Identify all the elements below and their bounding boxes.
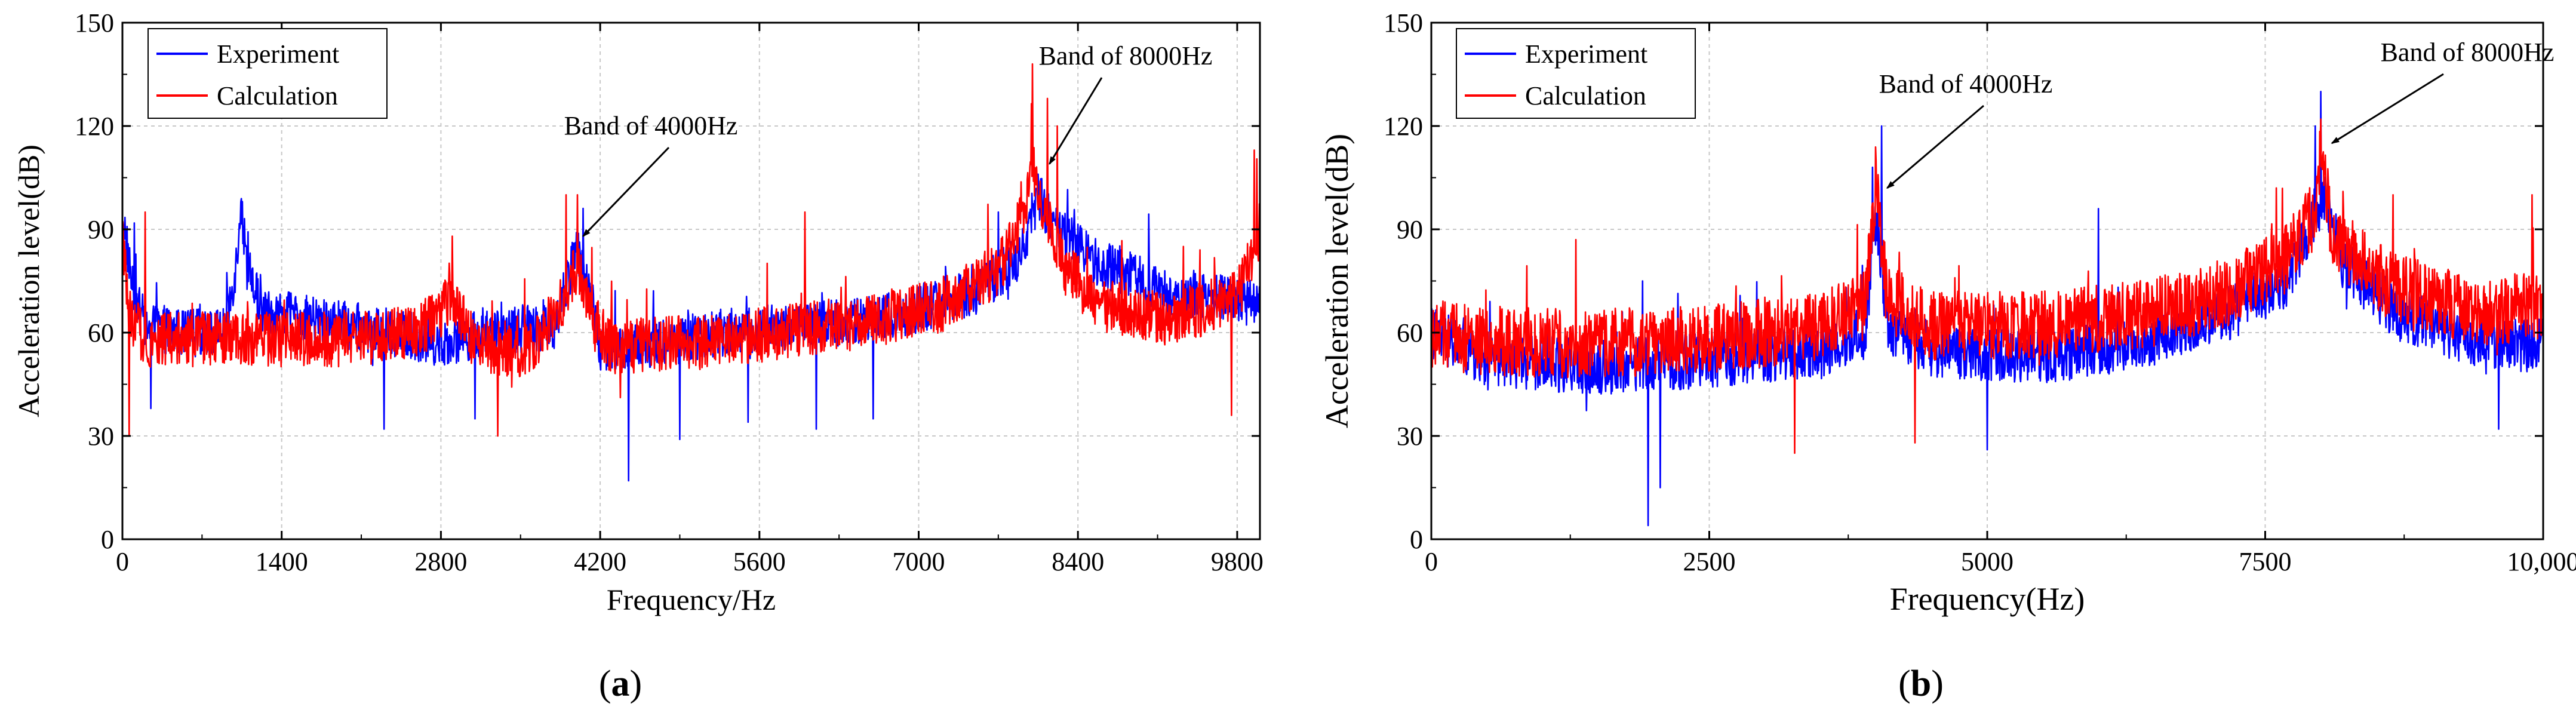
caption-close: ) bbox=[630, 663, 643, 704]
y-tick-label: 60 bbox=[1397, 318, 1423, 348]
x-tick-label: 9800 bbox=[1211, 547, 1264, 576]
annotation-label: Band of 4000Hz bbox=[564, 111, 738, 140]
x-tick-label: 7000 bbox=[893, 547, 945, 576]
series-line-experiment bbox=[122, 173, 1260, 482]
x-tick-label: 10,000 bbox=[2507, 547, 2576, 576]
annotation-label: Band of 8000Hz bbox=[1039, 41, 1213, 70]
chart-panel-a: 0 30 60 90 120 150 0 1400 2800 4200 5600 7000 8400 98… bbox=[12, 8, 1264, 704]
y-tick-label: 120 bbox=[1384, 112, 1423, 141]
legend-box bbox=[1456, 28, 1696, 119]
legend-label-experiment: Experiment bbox=[217, 39, 339, 69]
annotation-arrow bbox=[582, 146, 670, 237]
y-tick-label: 0 bbox=[1410, 525, 1423, 554]
y-axis-title: Acceleration level(dB) bbox=[1319, 134, 1355, 428]
y-tick-label: 90 bbox=[88, 215, 114, 244]
legend: Experiment Calculation bbox=[147, 28, 388, 119]
panel-caption: (a) bbox=[599, 663, 642, 704]
series-group bbox=[122, 63, 1260, 482]
series-line-calculation bbox=[122, 63, 1260, 437]
x-tick-label: 0 bbox=[1425, 547, 1438, 576]
legend-box bbox=[147, 28, 388, 119]
annotation-arrow bbox=[1886, 105, 1984, 189]
legend-label-experiment: Experiment bbox=[1525, 39, 1647, 69]
caption-open: ( bbox=[1898, 663, 1911, 704]
panel-caption: (b) bbox=[1898, 663, 1944, 704]
y-tick-label: 150 bbox=[1384, 8, 1423, 38]
chart-panel-b: 0 30 60 90 120 150 0 2500 5000 7500 10,000 Frequenc… bbox=[1288, 0, 2576, 719]
y-tick-label: 150 bbox=[75, 8, 114, 38]
x-tick-label: 5600 bbox=[733, 547, 786, 576]
x-tick-label: 8400 bbox=[1052, 547, 1104, 576]
legend-label-calculation: Calculation bbox=[1525, 81, 1646, 110]
y-tick-label: 60 bbox=[88, 318, 114, 348]
x-axis-title: Frequency/Hz bbox=[607, 583, 776, 616]
annotation-label: Band of 4000Hz bbox=[1879, 69, 2053, 99]
chart-b-svg: 0 30 60 90 120 150 0 2500 5000 7500 10,000 Frequenc… bbox=[1319, 8, 2576, 704]
series-group bbox=[1431, 91, 2543, 527]
x-axis-title: Frequency(Hz) bbox=[1890, 581, 2085, 617]
legend: Experiment Calculation bbox=[1456, 28, 1696, 119]
series-line-calculation bbox=[1431, 118, 2543, 454]
x-tick-label: 4200 bbox=[574, 547, 626, 576]
y-tick-label: 30 bbox=[88, 422, 114, 451]
annotation-arrow bbox=[1049, 77, 1103, 165]
y-axis-title: Acceleration level(dB) bbox=[12, 145, 45, 417]
caption-open: ( bbox=[599, 663, 611, 704]
x-tick-label: 2500 bbox=[1683, 547, 1736, 576]
x-tick-label: 7500 bbox=[2239, 547, 2292, 576]
chart-a-svg: 0 30 60 90 120 150 0 1400 2800 4200 5600 7000 8400 98… bbox=[12, 8, 1264, 704]
caption-letter: a bbox=[611, 663, 630, 704]
legend-label-calculation: Calculation bbox=[217, 81, 338, 110]
annotation-label: Band of 8000Hz bbox=[2381, 38, 2555, 67]
annotation-arrow bbox=[2331, 73, 2444, 145]
x-tick-label: 0 bbox=[116, 547, 129, 576]
caption-close: ) bbox=[1931, 663, 1944, 704]
y-tick-label: 0 bbox=[101, 525, 114, 554]
x-tick-label: 2800 bbox=[414, 547, 467, 576]
caption-letter: b bbox=[1911, 663, 1931, 704]
y-tick-label: 30 bbox=[1397, 422, 1423, 451]
y-tick-label: 90 bbox=[1397, 215, 1423, 244]
x-tick-label: 1400 bbox=[256, 547, 308, 576]
y-tick-label: 120 bbox=[75, 112, 114, 141]
x-tick-label: 5000 bbox=[1961, 547, 2014, 576]
